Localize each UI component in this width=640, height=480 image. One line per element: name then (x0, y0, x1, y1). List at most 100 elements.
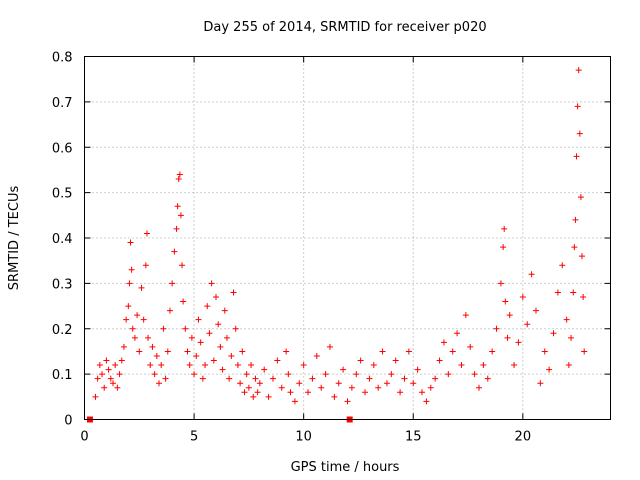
data-point (445, 371, 452, 378)
data-point (248, 362, 255, 369)
data-point (134, 312, 141, 319)
data-point (506, 312, 513, 319)
x-tick-label: 15 (405, 430, 422, 445)
data-point (581, 348, 588, 355)
data-point (573, 153, 580, 160)
data-point (515, 339, 522, 346)
data-point (480, 362, 487, 369)
data-point (348, 384, 355, 391)
data-point (213, 293, 219, 300)
data-point (176, 171, 183, 178)
x-tick-label: 20 (515, 430, 532, 445)
data-point (254, 389, 261, 396)
data-point (215, 321, 222, 328)
data-point (191, 371, 198, 378)
data-point (537, 380, 544, 387)
data-point (105, 366, 112, 373)
data-point (234, 362, 241, 369)
data-point (563, 316, 570, 323)
data-point (340, 366, 347, 373)
data-point (322, 371, 329, 378)
data-point (528, 271, 535, 278)
data-point (379, 348, 386, 355)
data-point (568, 334, 575, 341)
x-tick-labels: 0 5 10 15 20 (80, 430, 531, 445)
data-point (366, 375, 373, 382)
data-point (575, 67, 582, 74)
data-point (223, 334, 230, 341)
data-point (239, 348, 246, 355)
data-point (116, 371, 123, 378)
data-point (296, 380, 303, 387)
data-point (156, 380, 163, 387)
y-tick-label: 0.1 (52, 368, 73, 383)
data-point (397, 389, 404, 396)
data-point (318, 384, 325, 391)
data-point (145, 334, 152, 341)
data-point (174, 203, 181, 210)
data-point (99, 371, 106, 378)
data-point (195, 316, 202, 323)
data-point (175, 176, 182, 183)
data-point (252, 375, 259, 382)
data-point (502, 298, 509, 305)
y-tick-labels: 0 0.1 0.2 0.3 0.4 0.5 0.6 0.7 0.8 (52, 51, 73, 429)
x-tick-label: 10 (295, 430, 312, 445)
data-point (160, 325, 167, 332)
data-point (388, 371, 395, 378)
chart-title: Day 255 of 2014, SRMTID for receiver p02… (203, 20, 486, 35)
y-tick-label: 0.6 (52, 141, 73, 156)
y-tick-label: 0.5 (52, 187, 73, 202)
data-point (283, 348, 290, 355)
grid (84, 56, 611, 420)
data-point (476, 384, 482, 391)
x-tick-label: 5 (190, 430, 198, 445)
data-point (129, 325, 136, 332)
data-point (576, 130, 583, 137)
data-point (546, 366, 553, 373)
y-tick-label: 0.3 (52, 277, 73, 292)
data-point (173, 225, 180, 232)
data-point (401, 375, 408, 382)
data-point (153, 352, 160, 359)
data-point (245, 384, 252, 391)
data-point (500, 244, 507, 251)
data-point (261, 366, 268, 373)
data-point (462, 312, 469, 319)
data-point (103, 357, 110, 364)
data-point (559, 262, 566, 269)
data-point (309, 375, 316, 382)
axis-ticks (84, 56, 611, 420)
data-point (138, 284, 145, 291)
data-point (274, 357, 281, 364)
data-point (410, 380, 417, 387)
data-point (357, 357, 364, 364)
data-point (427, 384, 434, 391)
data-point (128, 266, 135, 273)
data-point (419, 389, 426, 396)
data-point (577, 194, 584, 201)
data-point (149, 343, 156, 350)
data-point (497, 280, 504, 287)
data-point (228, 352, 235, 359)
data-point (177, 212, 184, 219)
data-point (467, 343, 474, 350)
data-point (232, 325, 239, 332)
data-point (188, 334, 195, 341)
data-point (579, 253, 586, 260)
x-axis-label: GPS time / hours (291, 460, 400, 475)
data-point (107, 375, 114, 382)
data-point (519, 293, 526, 300)
data-point (300, 362, 307, 369)
data-point (210, 357, 217, 364)
data-point (335, 380, 342, 387)
data-point (532, 307, 539, 314)
data-point (565, 362, 572, 369)
data-point (414, 366, 421, 373)
data-point (449, 348, 456, 355)
data-point (243, 371, 250, 378)
data-point (114, 384, 121, 391)
data-point (524, 321, 531, 328)
data-point (554, 289, 561, 296)
